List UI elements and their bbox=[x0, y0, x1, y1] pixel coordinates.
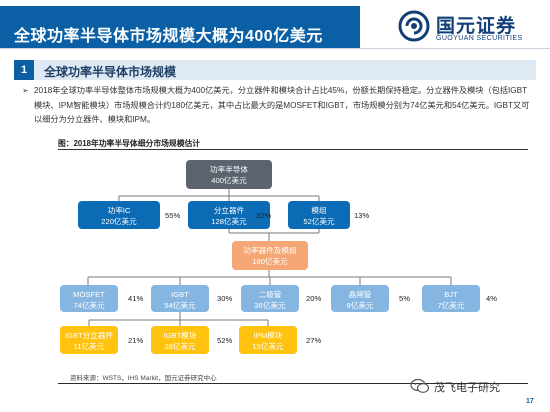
node-label: 功率器件及模组 bbox=[243, 246, 297, 255]
node-label: 功率半导体 bbox=[210, 165, 248, 174]
node-power-semiconductor: 功率半导体 400亿美元 bbox=[186, 160, 272, 189]
guoyuan-logo: 国元证券 GUOYUAN SECURITIES bbox=[398, 8, 548, 46]
node-igbt: IGBT 54亿美元 bbox=[151, 285, 209, 312]
node-bjt: BJT 7亿美元 bbox=[422, 285, 480, 312]
section-heading: 1 全球功率半导体市场规模 bbox=[14, 60, 536, 80]
page-number: 17 bbox=[526, 398, 534, 405]
pct-ipm-module: 27% bbox=[306, 336, 322, 345]
node-value: 28亿美元 bbox=[164, 342, 196, 351]
node-label: IGBT bbox=[171, 290, 189, 299]
node-label: 模组 bbox=[311, 206, 327, 215]
node-value: 52亿美元 bbox=[303, 217, 335, 226]
node-value: 220亿美元 bbox=[101, 217, 137, 226]
footer-divider bbox=[58, 383, 528, 384]
node-value: 54亿美元 bbox=[164, 301, 196, 310]
node-igbt-discrete: IGBT分立器件 11亿美元 bbox=[60, 326, 118, 354]
node-label: IGBT模块 bbox=[163, 331, 197, 340]
node-value: 9亿美元 bbox=[346, 301, 374, 310]
caption-divider bbox=[58, 149, 528, 150]
pct-igbt-discrete: 21% bbox=[128, 336, 144, 345]
bullet-text: 2018年全球功率半导体整体市场规模大概为400亿美元，分立器件和模块合计占比4… bbox=[34, 86, 530, 124]
node-diode: 二极管 36亿美元 bbox=[241, 285, 299, 312]
node-label: 分立器件 bbox=[213, 206, 245, 215]
page-header: 全球功率半导体市场规模大概为400亿美元 国元证券 GUOYUAN SECURI… bbox=[0, 0, 550, 50]
pct-discrete-devices: 32% bbox=[256, 211, 272, 220]
node-devices-and-modules: 功率器件及模组 180亿美元 bbox=[232, 241, 308, 270]
node-label: BJT bbox=[444, 290, 458, 299]
node-power-ic: 功率IC 220亿美元 bbox=[78, 201, 160, 229]
node-label: 功率IC bbox=[107, 206, 131, 215]
pct-igbt-module: 52% bbox=[217, 336, 233, 345]
pct-diode: 20% bbox=[306, 294, 322, 303]
node-label: MOSFET bbox=[73, 290, 105, 299]
guoyuan-logo-icon bbox=[398, 10, 430, 42]
node-value: 36亿美元 bbox=[254, 301, 286, 310]
pct-igbt: 30% bbox=[217, 294, 233, 303]
title-bar: 全球功率半导体市场规模大概为400亿美元 bbox=[0, 6, 360, 48]
section-title: 全球功率半导体市场规模 bbox=[44, 65, 177, 79]
header-divider bbox=[0, 48, 550, 49]
logo-name-cn: 国元证券 bbox=[436, 16, 517, 37]
node-label: IGBT分立器件 bbox=[64, 331, 114, 340]
section-number: 1 bbox=[14, 60, 34, 80]
wechat-icon bbox=[410, 378, 430, 393]
source-note: 资料来源：WSTS，IHS Markit，国元证券研究中心 bbox=[70, 375, 217, 382]
node-value: 180亿美元 bbox=[252, 257, 288, 266]
node-label: 晶闸管 bbox=[348, 290, 372, 299]
node-discrete-devices: 分立器件 128亿美元 bbox=[188, 201, 270, 229]
node-value: 15亿美元 bbox=[252, 342, 284, 351]
pct-bjt: 4% bbox=[486, 294, 497, 303]
node-ipm-module: IPM模块 15亿美元 bbox=[239, 326, 297, 354]
pct-thyristor: 5% bbox=[399, 294, 410, 303]
node-value: 400亿美元 bbox=[211, 176, 247, 185]
figure-caption: 图：2018年功率半导体细分市场规模估计 bbox=[58, 139, 201, 148]
node-value: 11亿美元 bbox=[73, 342, 105, 351]
page-title: 全球功率半导体市场规模大概为400亿美元 bbox=[14, 28, 323, 45]
node-thyristor: 晶闸管 9亿美元 bbox=[331, 285, 389, 312]
node-label: 二极管 bbox=[258, 290, 282, 299]
node-modules: 模组 52亿美元 bbox=[288, 201, 350, 229]
arrow-bullet-icon: ➢ bbox=[22, 86, 29, 95]
bullet-paragraph: ➢ 2018年全球功率半导体整体市场规模大概为400亿美元，分立器件和模块合计占… bbox=[22, 84, 534, 128]
node-value: 7亿美元 bbox=[437, 301, 465, 310]
node-mosfet: MOSFET 74亿美元 bbox=[60, 285, 118, 312]
pct-power-ic: 55% bbox=[165, 211, 181, 220]
pct-mosfet: 41% bbox=[128, 294, 144, 303]
node-value: 74亿美元 bbox=[73, 301, 105, 310]
node-label: IPM模块 bbox=[253, 331, 283, 340]
logo-name-en: GUOYUAN SECURITIES bbox=[436, 35, 523, 42]
wechat-label: 茂飞电子研究 bbox=[434, 382, 500, 394]
node-value: 128亿美元 bbox=[211, 217, 247, 226]
node-igbt-module: IGBT模块 28亿美元 bbox=[151, 326, 209, 354]
pct-modules: 13% bbox=[354, 211, 370, 220]
